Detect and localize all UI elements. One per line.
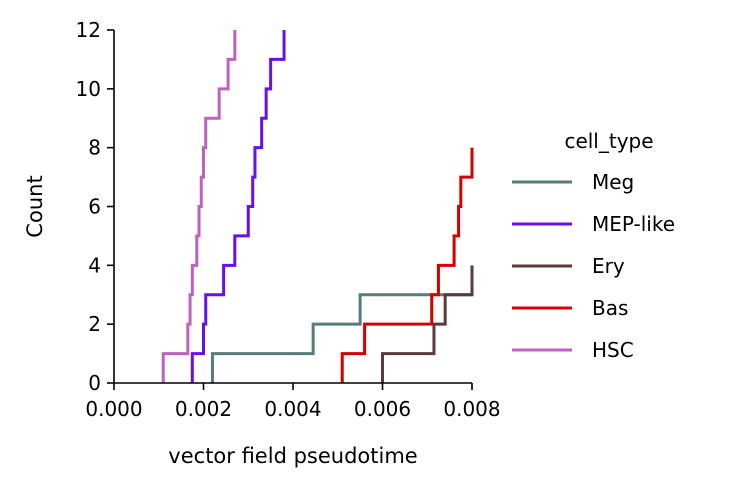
legend-title: cell_type — [564, 129, 653, 153]
y-tick-label: 12 — [76, 18, 101, 42]
series-line-mep-like — [190, 30, 286, 383]
x-tick-label: 0.000 — [85, 397, 142, 421]
series-layer — [161, 30, 474, 383]
axes-layer — [113, 30, 472, 384]
legend-items: Meg MEP-like Ery Bas HSC — [512, 170, 675, 362]
y-tick-label: 6 — [88, 195, 101, 219]
y-ticks: 0 2 4 6 8 10 12 — [76, 18, 114, 395]
y-axis-label: Count — [23, 175, 47, 237]
legend-label-hsc: HSC — [592, 338, 634, 362]
y-tick-label: 2 — [88, 312, 101, 336]
x-ticks: 0.000 0.002 0.004 0.006 0.008 — [85, 383, 501, 421]
series-line-hsc — [161, 30, 237, 383]
series-line-meg — [210, 293, 472, 383]
series-line-ery — [381, 265, 474, 383]
legend-label-bas: Bas — [592, 296, 628, 320]
x-tick-label: 0.006 — [354, 397, 411, 421]
y-tick-label: 4 — [88, 253, 101, 277]
legend-label-meg: Meg — [592, 170, 634, 194]
legend: cell_type Meg MEP-like Ery Bas HSC — [512, 129, 675, 362]
x-tick-label: 0.008 — [443, 397, 500, 421]
x-tick-label: 0.004 — [264, 397, 321, 421]
legend-label-ery: Ery — [592, 254, 625, 278]
x-axis-label: vector field pseudotime — [168, 444, 417, 468]
y-tick-label: 10 — [76, 77, 101, 101]
y-tick-label: 0 — [88, 371, 101, 395]
y-tick-label: 8 — [88, 136, 101, 160]
legend-label-mep-like: MEP-like — [592, 212, 675, 236]
series-line-bas — [340, 147, 474, 383]
x-tick-label: 0.002 — [175, 397, 232, 421]
